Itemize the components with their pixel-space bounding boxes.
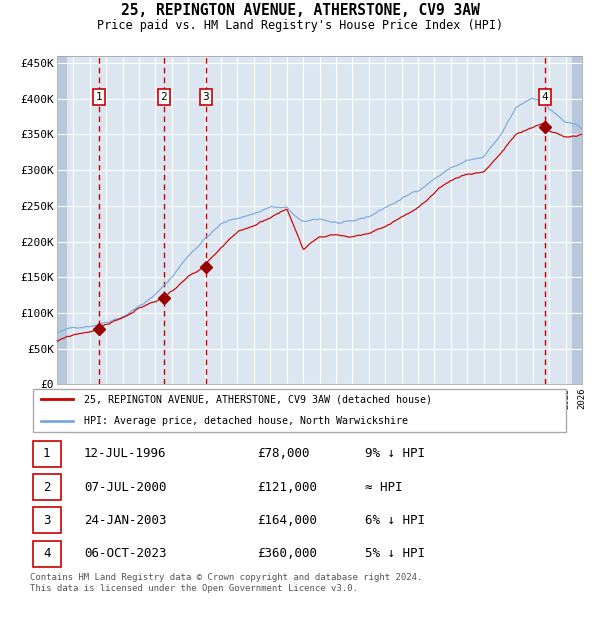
Text: 4: 4 [542,92,548,102]
Text: 3: 3 [43,514,50,527]
Text: £360,000: £360,000 [257,547,317,560]
FancyBboxPatch shape [33,389,566,432]
FancyBboxPatch shape [33,541,61,567]
Text: 9% ↓ HPI: 9% ↓ HPI [365,447,425,460]
Text: 5% ↓ HPI: 5% ↓ HPI [365,547,425,560]
FancyBboxPatch shape [33,441,61,467]
Text: 06-OCT-2023: 06-OCT-2023 [84,547,167,560]
Text: 07-JUL-2000: 07-JUL-2000 [84,480,167,494]
Text: 12-JUL-1996: 12-JUL-1996 [84,447,167,460]
Bar [57,56,67,384]
Text: 2: 2 [43,480,50,494]
Text: £164,000: £164,000 [257,514,317,527]
Text: 3: 3 [202,92,209,102]
FancyBboxPatch shape [33,474,61,500]
Text: 6% ↓ HPI: 6% ↓ HPI [365,514,425,527]
Text: 4: 4 [43,547,50,560]
FancyBboxPatch shape [33,507,61,533]
Text: Price paid vs. HM Land Registry's House Price Index (HPI): Price paid vs. HM Land Registry's House … [97,19,503,32]
Text: Contains HM Land Registry data © Crown copyright and database right 2024.
This d: Contains HM Land Registry data © Crown c… [30,574,422,593]
Text: 25, REPINGTON AVENUE, ATHERSTONE, CV9 3AW (detached house): 25, REPINGTON AVENUE, ATHERSTONE, CV9 3A… [84,394,432,404]
Text: £121,000: £121,000 [257,480,317,494]
Text: ≈ HPI: ≈ HPI [365,480,403,494]
Text: 1: 1 [43,447,50,460]
Text: 25, REPINGTON AVENUE, ATHERSTONE, CV9 3AW: 25, REPINGTON AVENUE, ATHERSTONE, CV9 3A… [121,3,479,18]
Text: 24-JAN-2003: 24-JAN-2003 [84,514,167,527]
Text: £78,000: £78,000 [257,447,310,460]
Text: HPI: Average price, detached house, North Warwickshire: HPI: Average price, detached house, Nort… [84,416,408,426]
Text: 1: 1 [95,92,102,102]
Text: 2: 2 [161,92,167,102]
Bar [572,56,582,384]
